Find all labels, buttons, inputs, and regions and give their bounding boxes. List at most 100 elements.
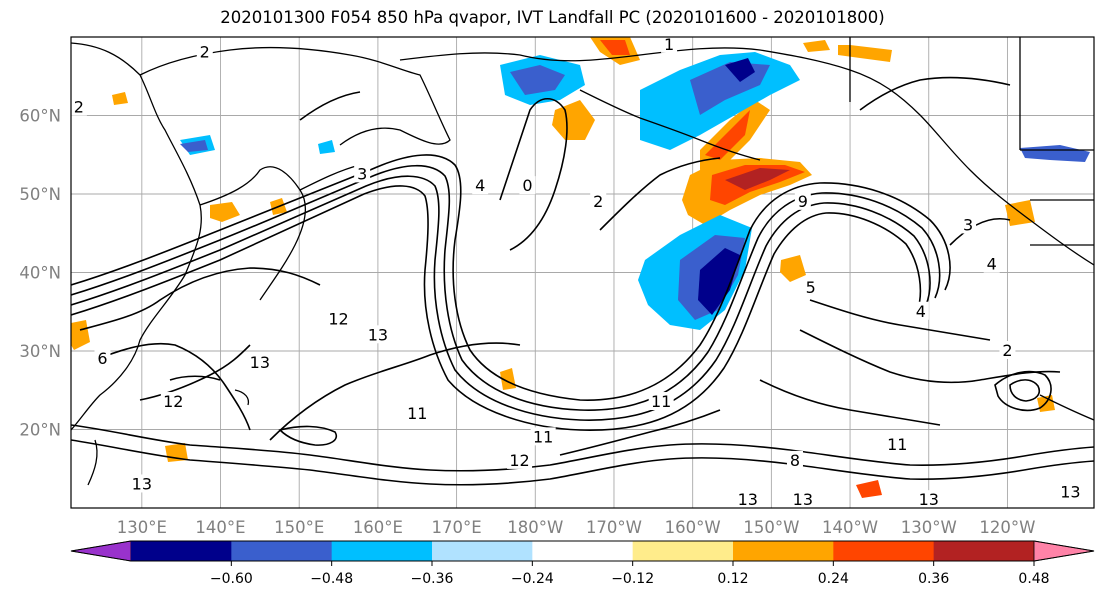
contour-label-background — [404, 403, 430, 422]
longitude-label: 170°E — [432, 518, 482, 537]
contour-label: 4 — [916, 302, 926, 321]
longitude-label: 120°W — [979, 518, 1035, 537]
latitude-labels: 60°N 50°N 40°N 30°N 20°N — [19, 107, 61, 440]
colorbar-tick-label: −0.48 — [310, 571, 353, 587]
contour-label: 8 — [790, 451, 800, 470]
longitude-label: 150°E — [274, 518, 324, 537]
contour-label-background — [960, 215, 977, 234]
contour-label: 3 — [963, 215, 973, 234]
contour-label-background — [247, 352, 273, 371]
negative-anomaly-regions — [180, 52, 1090, 330]
contour-label: 11 — [651, 392, 671, 411]
contour-label-background — [354, 164, 371, 183]
colorbar-high-extend — [1033, 540, 1095, 562]
contour-label: 11 — [533, 427, 553, 446]
colorbar-tick-label: 0.36 — [918, 571, 949, 587]
longitude-label: 180°W — [507, 518, 563, 537]
contour-label: 0 — [522, 176, 532, 195]
contour-label-background — [794, 191, 811, 210]
contour-label-background — [916, 490, 942, 508]
colorbar-segment — [131, 541, 232, 561]
contour-label: 2 — [593, 192, 603, 211]
contour-label-background — [912, 301, 929, 320]
contour-label: 13 — [368, 325, 388, 344]
colorbar-tick-label: 0.48 — [1018, 571, 1049, 587]
colorbar-segment — [632, 541, 734, 561]
longitude-label: 150°W — [743, 518, 799, 537]
longitude-label: 170°W — [586, 518, 642, 537]
map-frame — [70, 36, 1095, 509]
colorbar — [70, 540, 1095, 562]
colorbar-outline — [70, 540, 1095, 562]
contour-label-background — [129, 474, 155, 493]
latitude-label: 30°N — [19, 342, 61, 361]
colorbar-tick-label: −0.36 — [411, 571, 454, 587]
contour-label: 13 — [1060, 482, 1080, 501]
contour-label: 12 — [163, 392, 183, 411]
contour-label: 2 — [200, 43, 210, 62]
colorbar-tick-label: −0.12 — [611, 571, 654, 587]
contour-label-background — [94, 348, 111, 367]
contour-label-background — [735, 490, 761, 508]
longitude-label: 130°W — [901, 518, 957, 537]
contour-label: 5 — [806, 278, 816, 297]
contour-label-background — [365, 325, 391, 344]
contour-label-background — [196, 42, 213, 61]
contour-label: 13 — [132, 474, 152, 493]
contour-label: 4 — [475, 176, 485, 195]
contour-label: 9 — [798, 192, 808, 211]
contour-label-background — [590, 191, 607, 210]
latitude-label: 20°N — [19, 421, 61, 440]
qvapor-shading — [71, 37, 1090, 498]
colorbar-segment — [231, 541, 333, 561]
colorbar-segment — [432, 541, 533, 561]
contour-label: 11 — [887, 435, 907, 454]
latitude-label: 60°N — [19, 107, 61, 126]
contour-label: 12 — [328, 310, 348, 329]
contour-label: 1 — [664, 35, 674, 54]
contour-label-background — [790, 490, 816, 508]
contour-label-background — [326, 309, 352, 328]
contour-label-background — [802, 278, 819, 297]
colorbar-tick-label: 0.12 — [717, 571, 748, 587]
contour-label: 11 — [407, 404, 427, 423]
colorbar-segment — [933, 541, 1035, 561]
contour-label-background — [786, 450, 803, 469]
longitude-label: 140°E — [195, 518, 245, 537]
colorbar-segment — [532, 541, 634, 561]
contour-label-background — [648, 392, 674, 411]
contour-label: 4 — [987, 255, 997, 274]
contour-label: 2 — [1002, 341, 1012, 360]
contour-label-background — [661, 37, 678, 53]
colorbar-tick-label: −0.24 — [511, 571, 554, 587]
colorbar-tick-labels: −0.60 −0.48 −0.36 −0.24 −0.12 0.12 0.24 0.36 0.4… — [210, 561, 1050, 587]
contour-label: 2 — [74, 98, 84, 117]
contour-label: 6 — [97, 349, 107, 368]
longitude-label: 140°W — [822, 518, 878, 537]
contour-label-background — [71, 97, 87, 116]
contour-label: 12 — [509, 451, 529, 470]
contour-label: 13 — [793, 490, 813, 509]
coastlines — [71, 37, 1094, 486]
contour-label-background — [472, 176, 489, 195]
longitude-label: 130°E — [117, 518, 167, 537]
contour-label-background — [519, 176, 536, 195]
contour-label: 3 — [357, 164, 367, 183]
contour-label-background — [983, 254, 1000, 273]
longitude-label: 160°E — [353, 518, 403, 537]
longitude-labels: 130°E 140°E 150°E 160°E 170°E 180°W 170°W 160°W… — [117, 518, 1036, 537]
colorbar-segment — [833, 541, 935, 561]
contour-label: 13 — [250, 353, 270, 372]
contour-label-background — [530, 427, 556, 446]
contour-label: 13 — [738, 490, 758, 509]
colorbar-low-extend — [70, 540, 132, 562]
positive-anomaly-regions — [71, 37, 1055, 498]
colorbar-segment — [331, 541, 433, 561]
colorbar-tick-label: 0.24 — [818, 571, 849, 587]
colorbar-tick-label: −0.60 — [210, 571, 253, 587]
ivt-contours — [71, 76, 1094, 486]
contour-label: 13 — [919, 490, 939, 509]
map-title: 2020101300 F054 850 hPa qvapor, IVT Land… — [220, 8, 885, 27]
